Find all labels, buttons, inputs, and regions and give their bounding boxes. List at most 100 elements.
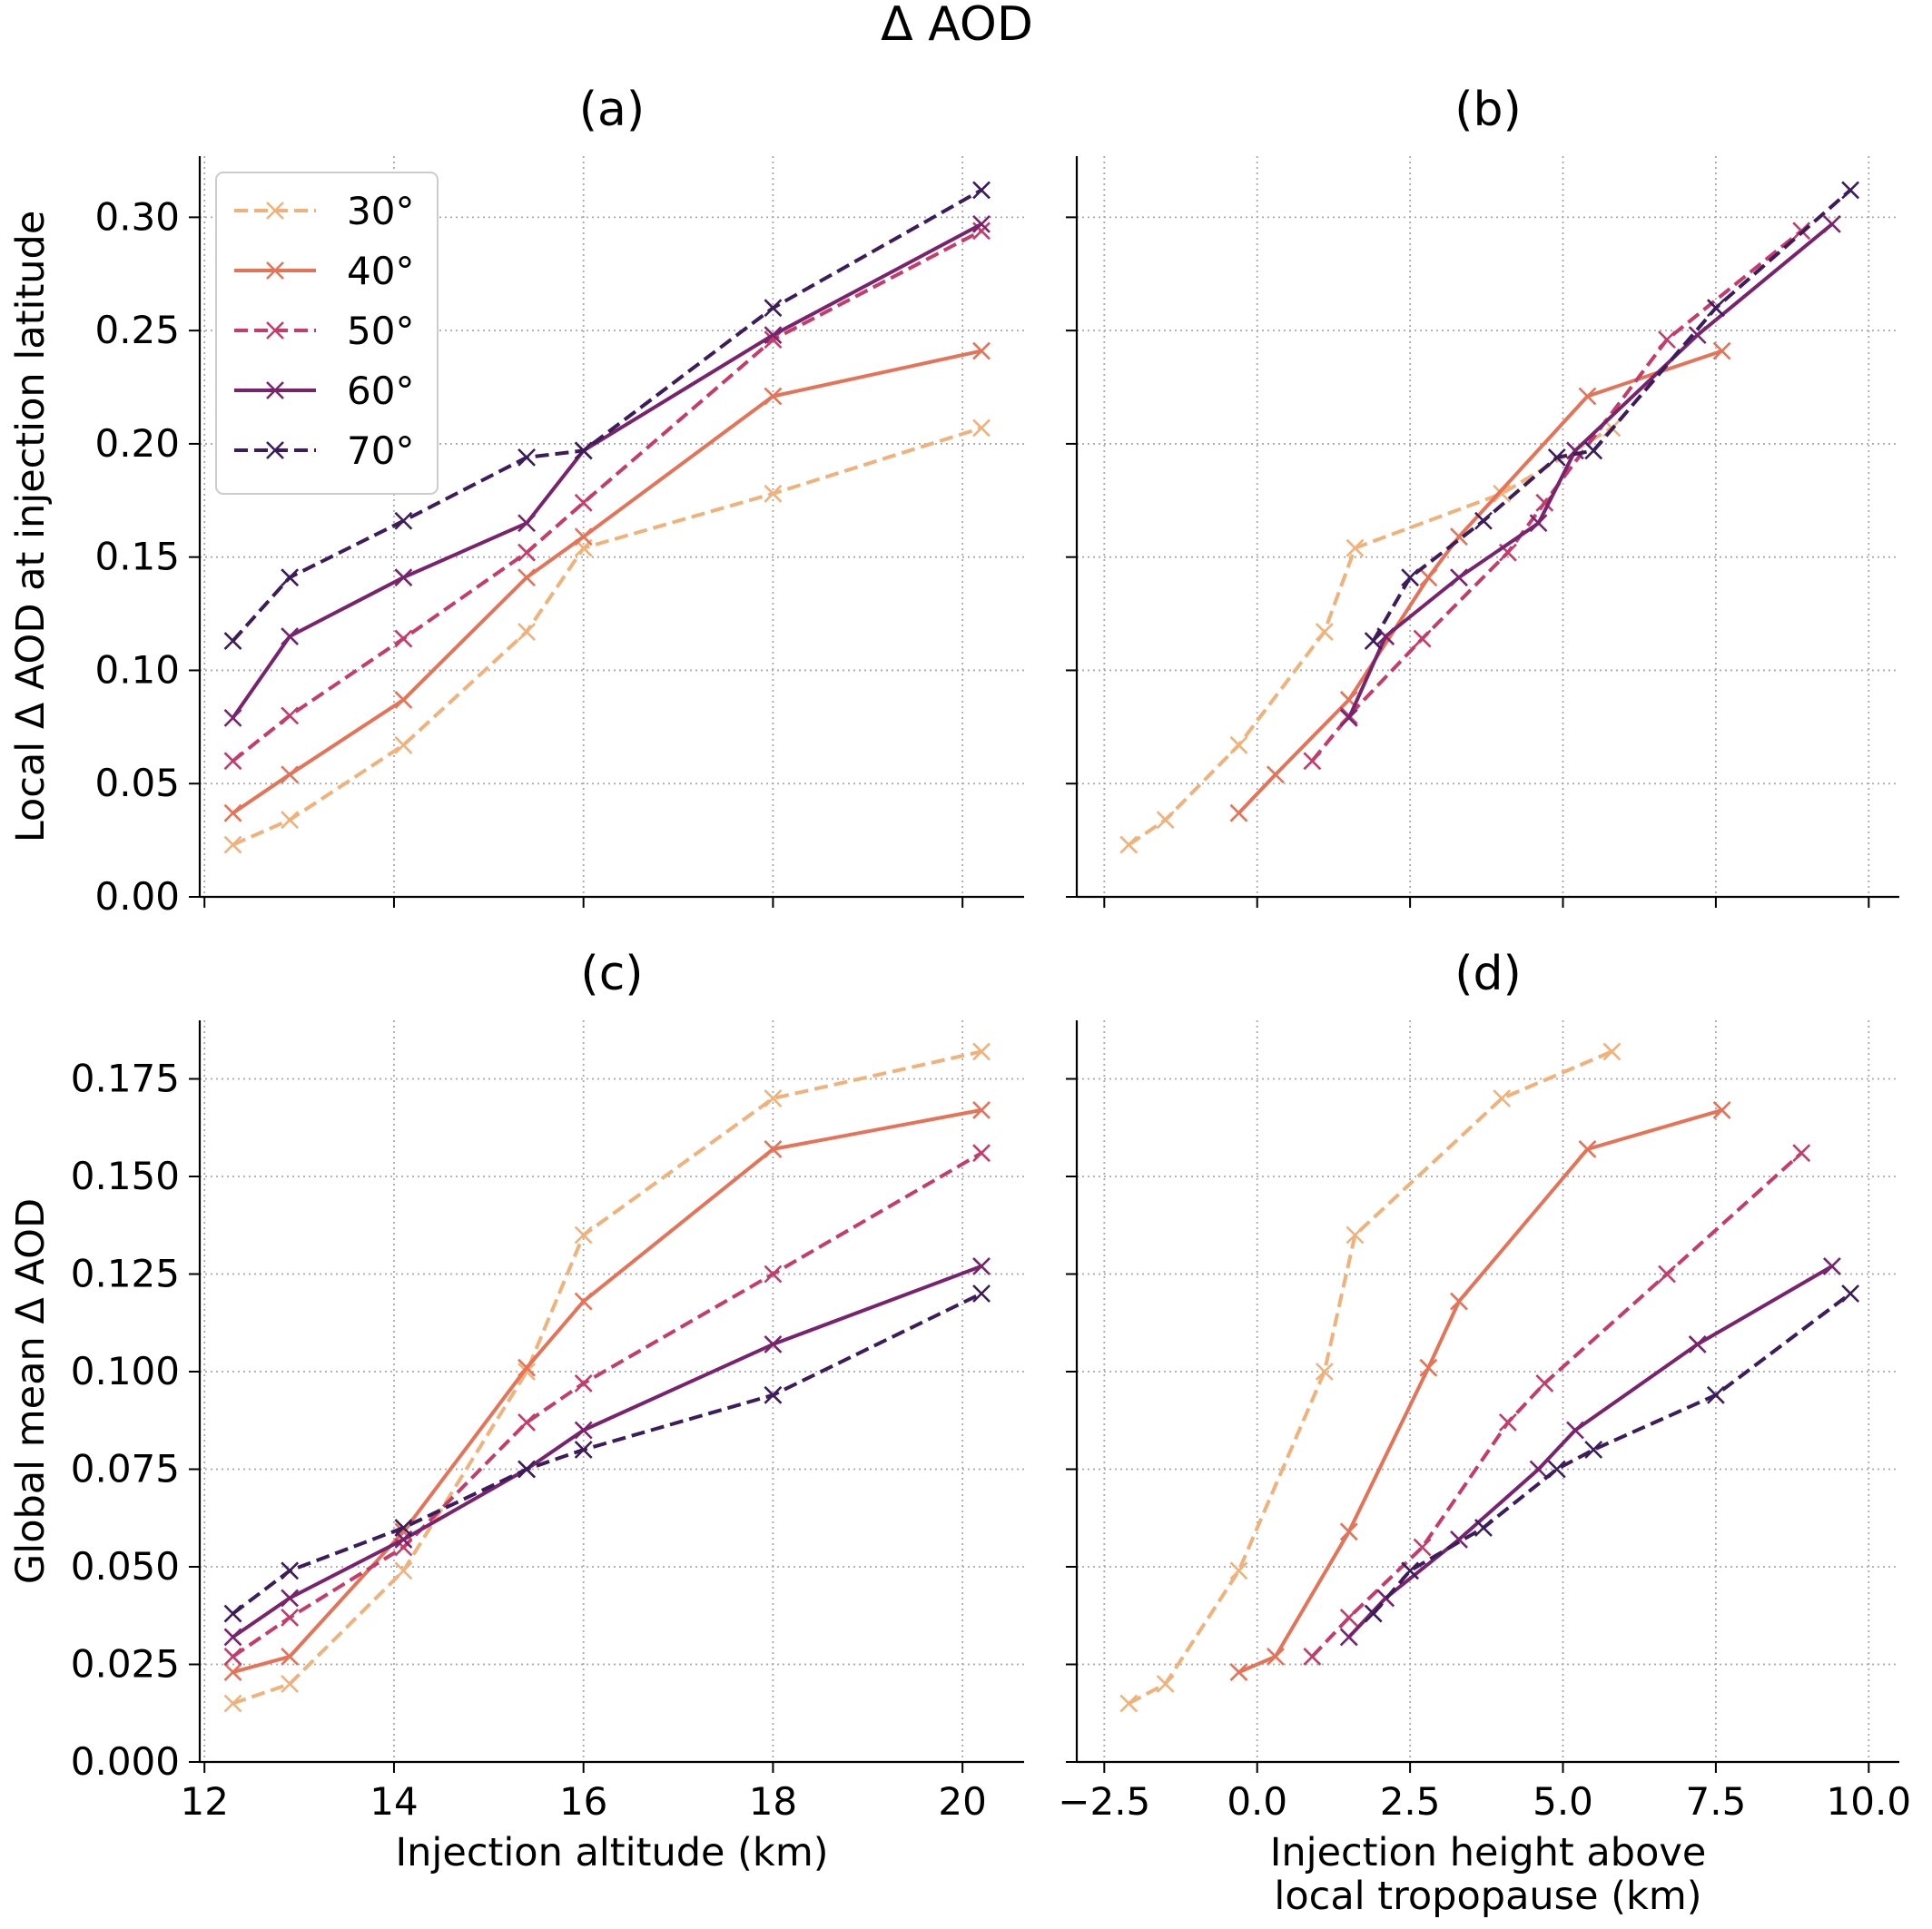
data-point-marker [1364,632,1383,650]
data-point-marker [1364,1604,1383,1623]
data-point-marker [1419,568,1438,587]
data-point-marker [281,1589,300,1608]
data-point-marker [1566,1421,1584,1440]
data-point-marker [1229,735,1248,754]
y-tick-label: 0.25 [94,308,180,352]
data-point-marker [1303,1647,1322,1666]
data-point-marker [1119,835,1138,854]
legend-label: 50° [347,309,414,353]
legend-marker [266,441,284,459]
series-line [232,1049,982,1706]
data-point-marker [1535,1373,1554,1393]
data-point-marker [764,1334,783,1353]
data-point-marker [574,1421,593,1440]
data-point-marker [518,448,536,467]
y-tick-label: 0.30 [94,194,180,239]
data-point-marker [1578,1139,1597,1158]
y-tick-label: 0.025 [71,1642,180,1687]
data-point-marker [518,1412,536,1432]
data-point-marker [574,1441,593,1459]
x-tick-label: 12 [180,1779,228,1824]
data-point-marker [1707,299,1725,318]
data-point-marker [972,214,991,233]
data-point-marker [394,690,413,709]
data-point-marker [972,418,991,438]
data-point-marker [281,1561,300,1580]
legend-marker [266,321,284,340]
data-point-marker [1401,568,1420,587]
data-point-marker [281,1675,300,1693]
data-point-marker [1413,629,1432,648]
x-tick-label: 16 [559,1779,607,1824]
panel-2: 12 14 16 18 20 0.000 0.025 0.050 0.075 0.100 0.125… [8,947,1024,1875]
data-point-marker [1712,1100,1731,1119]
data-point-marker [1841,1284,1860,1303]
data-point-marker [1602,1042,1622,1061]
series-line [232,1292,982,1616]
data-point-marker [1229,1561,1248,1580]
data-point-marker [1303,752,1322,771]
series-line [1372,1292,1852,1615]
panel-1: (b) [1066,83,1899,908]
data-point-marker [394,511,413,530]
x-tick-label: 5.0 [1533,1779,1593,1824]
legend-label: 40° [347,249,414,293]
data-point-marker [1474,1519,1493,1537]
data-point-marker [1267,1647,1285,1666]
data-point-marker [518,1358,536,1377]
data-point-marker [1792,1144,1811,1163]
x-axis-label: local tropopause (km) [1274,1874,1701,1919]
data-point-marker [574,1225,593,1245]
data-point-marker [394,1561,413,1580]
y-tick-label: 0.100 [71,1349,180,1393]
data-point-marker [1413,1538,1432,1557]
data-point-marker [223,803,242,822]
data-point-marker [223,1647,242,1666]
y-tick-label: 0.075 [71,1447,180,1491]
data-point-marker [972,181,991,200]
data-point-marker [1493,1089,1512,1107]
x-tick-label: 10.0 [1827,1779,1912,1824]
panel-0: 0.00 0.05 0.10 0.15 0.20 0.25 0.30 (a) Local Δ A… [8,83,1024,919]
data-point-marker [1578,387,1597,406]
data-point-marker [518,543,536,562]
data-point-marker [972,1100,991,1119]
y-tick-label: 0.150 [71,1154,180,1198]
data-point-marker [1529,514,1548,533]
data-point-marker [394,735,413,754]
data-point-marker [223,1663,242,1682]
data-point-marker [764,1385,783,1404]
data-point-marker [281,706,300,725]
data-point-marker [574,493,593,512]
data-point-marker [1229,1663,1248,1682]
data-point-marker [518,1460,536,1479]
x-tick-label: 18 [749,1779,797,1824]
data-point-marker [972,1256,991,1275]
panel-title: (d) [1454,947,1522,1001]
data-point-marker [574,1373,593,1393]
data-point-marker [223,1604,242,1623]
data-point-marker [1658,1265,1676,1284]
data-point-marker [518,568,536,587]
data-point-marker [764,326,783,345]
data-point-marker [518,514,536,533]
data-point-marker [1346,538,1365,557]
panel-title: (a) [579,83,645,137]
data-point-marker [281,765,300,784]
series-line [232,1265,982,1639]
data-point-marker [972,1042,991,1061]
data-point-marker [1156,811,1175,830]
legend-label: 60° [347,369,414,413]
x-axis-label: Injection altitude (km) [396,1830,829,1875]
data-point-marker [1498,1412,1517,1432]
data-point-marker [1841,181,1860,200]
data-point-marker [518,623,536,641]
data-point-marker [223,1628,242,1647]
data-point-marker [1315,1363,1334,1381]
y-tick-label: 0.00 [94,874,180,919]
data-point-marker [972,1144,991,1163]
data-point-marker [1339,1628,1358,1647]
data-point-marker [1119,1694,1138,1713]
